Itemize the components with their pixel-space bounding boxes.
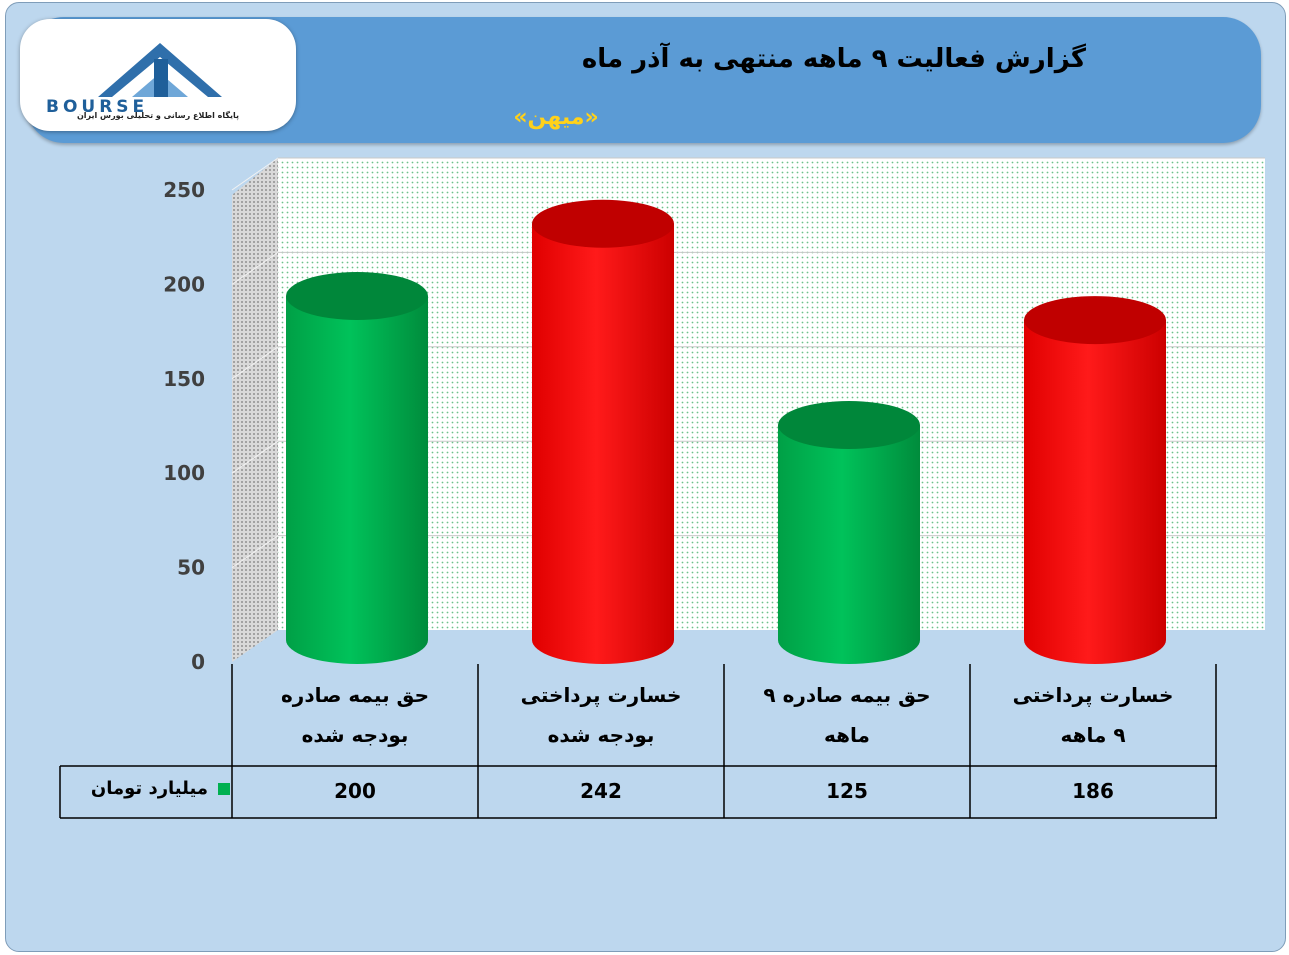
logo-word: BOURSE bbox=[46, 97, 149, 117]
bars bbox=[286, 199, 1166, 664]
category-line: خسارت پرداختی bbox=[1012, 683, 1174, 707]
y-tick-label: 250 bbox=[163, 178, 205, 202]
category-line: حق بیمه صادره bbox=[281, 683, 429, 707]
category-line: بودجه شده bbox=[547, 723, 655, 747]
category-line: بودجه شده bbox=[301, 723, 409, 747]
plot-background bbox=[232, 158, 1265, 662]
x-category-label: خسارت پرداختی ۹ ماهه bbox=[970, 675, 1216, 755]
bar-body bbox=[532, 223, 674, 664]
category-line: ماهه bbox=[824, 723, 870, 747]
legend-swatch bbox=[218, 783, 230, 795]
category-line: خسارت پرداختی bbox=[520, 683, 682, 707]
bar bbox=[532, 199, 674, 664]
category-line: حق بیمه صادره ۹ bbox=[763, 683, 931, 707]
grid-line-side bbox=[231, 440, 279, 474]
bar-top bbox=[778, 401, 920, 449]
x-category-label: حق بیمه صادره بودجه شده bbox=[232, 675, 478, 755]
y-axis: 0 50 100 150 200 250 bbox=[163, 178, 205, 674]
legend-entry: میلیارد تومان bbox=[62, 778, 230, 808]
data-table-value: 125 bbox=[826, 779, 868, 803]
y-tick-label: 150 bbox=[163, 367, 205, 391]
y-tick-label: 50 bbox=[177, 556, 205, 580]
bar bbox=[286, 272, 428, 664]
grid-line-side bbox=[231, 157, 279, 191]
bar bbox=[778, 401, 920, 664]
bar-top bbox=[532, 199, 674, 248]
data-table-value: 200 bbox=[334, 779, 376, 803]
grid-line-side bbox=[231, 346, 279, 380]
bar-body bbox=[778, 425, 920, 664]
company-name: «میهن» bbox=[513, 105, 599, 130]
data-table-value: 186 bbox=[1072, 779, 1114, 803]
logo: BOURSE پایگاه اطلاع رسانی و تحلیلی بورس … bbox=[20, 19, 296, 131]
data-table-value: 242 bbox=[580, 779, 622, 803]
legend-label: میلیارد تومان bbox=[90, 778, 208, 799]
x-category-label: حق بیمه صادره ۹ ماهه bbox=[724, 675, 970, 755]
y-tick-label: 0 bbox=[191, 650, 205, 674]
y-tick-label: 200 bbox=[163, 272, 205, 296]
chart-title: گزارش فعالیت ۹ ماهه منتهی به آذر ماه bbox=[581, 44, 1086, 74]
bar-top bbox=[1024, 296, 1166, 345]
data-table-grid bbox=[59, 664, 1217, 819]
bar-body bbox=[286, 296, 428, 664]
y-tick-label: 100 bbox=[163, 461, 205, 485]
category-line: ۹ ماهه bbox=[1060, 723, 1126, 747]
bar-body bbox=[1024, 320, 1166, 664]
bar-top bbox=[286, 272, 428, 320]
x-category-label: خسارت پرداختی بودجه شده bbox=[478, 675, 724, 755]
grid-line-side bbox=[231, 535, 279, 569]
logo-tagline: پایگاه اطلاع رسانی و تحلیلی بورس ایران bbox=[76, 111, 240, 120]
logo-mark-icon bbox=[98, 43, 222, 97]
bar bbox=[1024, 296, 1166, 664]
grid-line-side bbox=[231, 251, 279, 285]
